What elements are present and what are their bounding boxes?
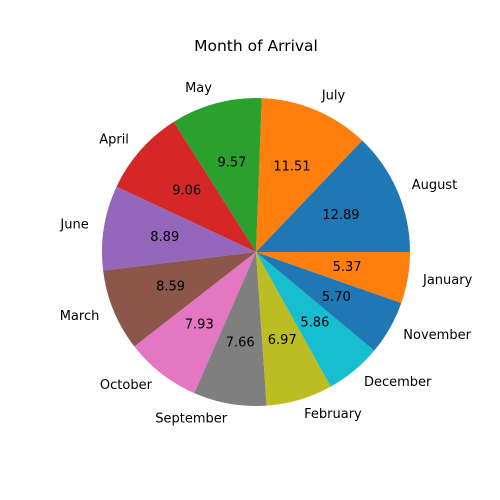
pie-slice-september <box>194 252 267 407</box>
pie-slice-april <box>116 121 256 252</box>
pie-slice-march <box>103 252 256 347</box>
value-label-october: 7.93 <box>185 317 214 332</box>
slice-label-october: October <box>100 378 153 393</box>
slice-label-may: May <box>185 81 212 96</box>
value-label-february: 6.97 <box>268 333 297 348</box>
value-label-july: 11.51 <box>273 159 310 174</box>
pie-slice-may <box>173 98 262 252</box>
slice-label-june: June <box>59 218 88 233</box>
chart-title: Month of Arrival <box>194 37 318 55</box>
slice-label-september: September <box>155 411 228 426</box>
pie-slices <box>102 98 410 407</box>
slice-label-april: April <box>99 132 129 147</box>
pie-slice-june <box>102 186 256 271</box>
value-label-january: 5.37 <box>333 260 362 275</box>
value-label-april: 9.06 <box>172 183 201 198</box>
value-label-march: 8.59 <box>156 280 185 295</box>
pie-slice-july <box>256 98 363 252</box>
slice-label-january: January <box>422 273 473 288</box>
slice-label-august: August <box>412 178 458 193</box>
value-label-june: 8.89 <box>150 230 179 245</box>
pie-slice-january <box>256 252 410 303</box>
pie-slice-october <box>134 252 256 394</box>
pie-slice-february <box>256 252 331 406</box>
slice-label-november: November <box>403 328 471 343</box>
pie-slice-november <box>256 252 402 351</box>
value-label-september: 7.66 <box>226 336 255 351</box>
pie-slice-december <box>256 252 375 387</box>
value-label-november: 5.70 <box>322 290 351 305</box>
slice-labels: August July May April June March October Septem… <box>59 81 472 426</box>
slice-label-march: March <box>60 309 100 324</box>
value-label-august: 12.89 <box>322 208 359 223</box>
value-label-december: 5.86 <box>300 316 329 331</box>
pie-slice-august <box>256 140 410 252</box>
value-label-may: 9.57 <box>218 155 247 170</box>
slice-label-february: February <box>304 407 362 422</box>
slice-label-july: July <box>321 88 346 103</box>
slice-label-december: December <box>364 375 432 390</box>
